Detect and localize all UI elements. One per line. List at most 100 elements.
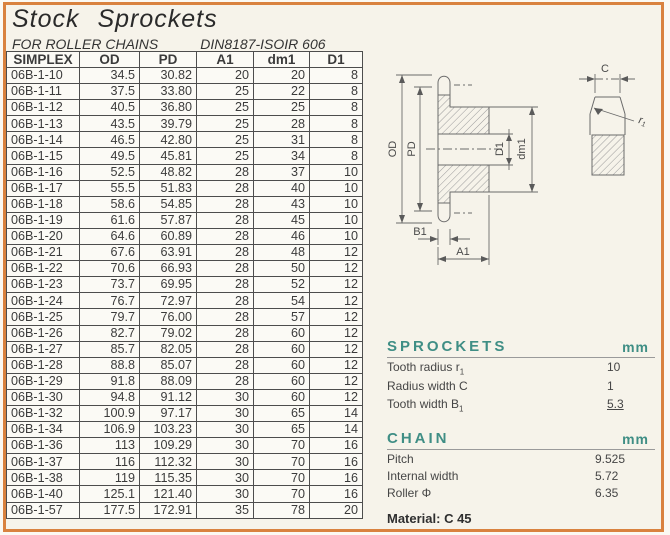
drawing-label-dm1: dm1: [516, 138, 528, 159]
model-cell: 06B-1-17: [6, 179, 80, 197]
table-row: 06B-1-30 94.8 91.12 30 60 12: [6, 388, 363, 406]
model-cell: 06B-1-30: [6, 388, 80, 406]
value-cell: 66.93: [139, 260, 197, 278]
tooth-radius-value: 10: [607, 360, 621, 374]
table-row: 06B-1-20 64.6 60.89 28 46 10: [6, 227, 363, 246]
value-cell: 25: [196, 147, 254, 165]
value-cell: 64.6: [79, 227, 140, 246]
value-cell: 28: [196, 227, 254, 246]
value-cell: 85.7: [79, 340, 140, 358]
value-cell: 76.00: [139, 308, 197, 326]
value-cell: 88.8: [79, 356, 140, 374]
value-cell: 20: [196, 66, 254, 85]
value-cell: 40: [253, 179, 310, 197]
value-cell: 35: [196, 501, 254, 519]
value-cell: 109.29: [139, 437, 197, 455]
value-cell: 22: [253, 83, 310, 101]
column-header: dm1: [253, 51, 310, 68]
value-cell: 8: [309, 131, 363, 149]
value-cell: 16: [309, 469, 363, 487]
model-cell: 06B-1-23: [6, 276, 80, 294]
value-cell: 10: [309, 163, 363, 181]
model-cell: 06B-1-21: [6, 244, 80, 262]
value-cell: 43.5: [79, 115, 140, 133]
drawing-label-r: r1: [637, 114, 648, 128]
value-cell: 34: [253, 147, 310, 165]
value-cell: 48.82: [139, 163, 197, 181]
value-cell: 10: [309, 211, 363, 229]
drawing-label-pd: PD: [406, 141, 418, 156]
value-cell: 48: [253, 244, 310, 262]
table-row: 06B-1-38 119 115.35 30 70 16: [6, 469, 363, 487]
value-cell: 25: [196, 99, 254, 117]
value-cell: 8: [309, 115, 363, 133]
value-cell: 54.85: [139, 195, 197, 213]
drawing-label-b1: B1: [413, 226, 426, 238]
value-cell: 60: [253, 372, 310, 390]
table-row: 06B-1-29 91.8 88.09 28 60 12: [6, 372, 363, 390]
value-cell: 12: [309, 292, 363, 310]
value-cell: 60.89: [139, 227, 197, 246]
column-header: D1: [309, 51, 363, 68]
value-cell: 28: [196, 195, 254, 213]
value-cell: 34.5: [79, 66, 140, 85]
value-cell: 172.91: [139, 501, 197, 519]
model-cell: 06B-1-11: [6, 83, 80, 101]
model-cell: 06B-1-20: [6, 227, 80, 246]
value-cell: 28: [196, 163, 254, 181]
sprocket-dimensions-table: SIMPLEX OD PD A1 dm1 D1 06B-1-10 34.5 30.82 20 20…: [6, 51, 363, 519]
value-cell: 12: [309, 244, 363, 262]
value-cell: 39.79: [139, 115, 197, 133]
catalog-page: Stock Sprockets FOR ROLLER CHAINS DIN8187…: [3, 2, 664, 532]
table-row: 06B-1-17 55.5 51.83 28 40 10: [6, 179, 363, 197]
value-cell: 20: [309, 501, 363, 519]
value-cell: 100.9: [79, 404, 140, 423]
value-cell: 8: [309, 147, 363, 165]
table-row: 06B-1-36 113 109.29 30 70 16: [6, 437, 363, 455]
value-cell: 91.8: [79, 372, 140, 390]
model-cell: 06B-1-37: [6, 453, 80, 471]
sprockets-heading: SPROCKETS: [387, 338, 508, 355]
table-row: 06B-1-12 40.5 36.80 25 25 8: [6, 99, 363, 117]
table-row: 06B-1-57 177.5 172.91 35 78 20: [6, 501, 363, 519]
table-row: 06B-1-28 88.8 85.07 28 60 12: [6, 356, 363, 374]
spec-row-roller: Roller Φ 6.35: [387, 486, 655, 501]
model-cell: 06B-1-10: [6, 66, 80, 85]
value-cell: 12: [309, 276, 363, 294]
value-cell: 28: [196, 260, 254, 278]
table-row: 06B-1-26 82.7 79.02 28 60 12: [6, 324, 363, 342]
value-cell: 8: [309, 83, 363, 101]
value-cell: 65: [253, 421, 310, 439]
value-cell: 28: [196, 324, 254, 342]
value-cell: 70: [253, 437, 310, 455]
value-cell: 60: [253, 356, 310, 374]
value-cell: 25: [253, 99, 310, 117]
model-cell: 06B-1-25: [6, 308, 80, 326]
model-cell: 06B-1-13: [6, 115, 80, 133]
value-cell: 28: [196, 211, 254, 229]
value-cell: 55.5: [79, 179, 140, 197]
value-cell: 30: [196, 453, 254, 471]
value-cell: 54: [253, 292, 310, 310]
spec-row-pitch: Pitch 9.525: [387, 452, 655, 467]
spec-row-internal-width: Internal width 5.72: [387, 469, 655, 484]
subtitle-roller-chains: FOR ROLLER CHAINS: [12, 36, 159, 52]
value-cell: 73.7: [79, 276, 140, 294]
value-cell: 60: [253, 340, 310, 358]
value-cell: 14: [309, 421, 363, 439]
model-cell: 06B-1-28: [6, 356, 80, 374]
value-cell: 94.8: [79, 388, 140, 406]
value-cell: 51.83: [139, 179, 197, 197]
chain-unit-label: mm: [622, 431, 649, 447]
model-cell: 06B-1-18: [6, 195, 80, 213]
value-cell: 60: [253, 388, 310, 406]
value-cell: 52.5: [79, 163, 140, 181]
value-cell: 88.09: [139, 372, 197, 390]
value-cell: 52: [253, 276, 310, 294]
chain-heading: CHAIN: [387, 430, 450, 447]
column-header: SIMPLEX: [6, 51, 80, 68]
chain-spec-panel: CHAIN mm Pitch 9.525 Internal width 5.72…: [387, 430, 655, 526]
page-title: Stock Sprockets: [12, 5, 218, 33]
value-cell: 28: [196, 292, 254, 310]
value-cell: 20: [253, 66, 310, 85]
